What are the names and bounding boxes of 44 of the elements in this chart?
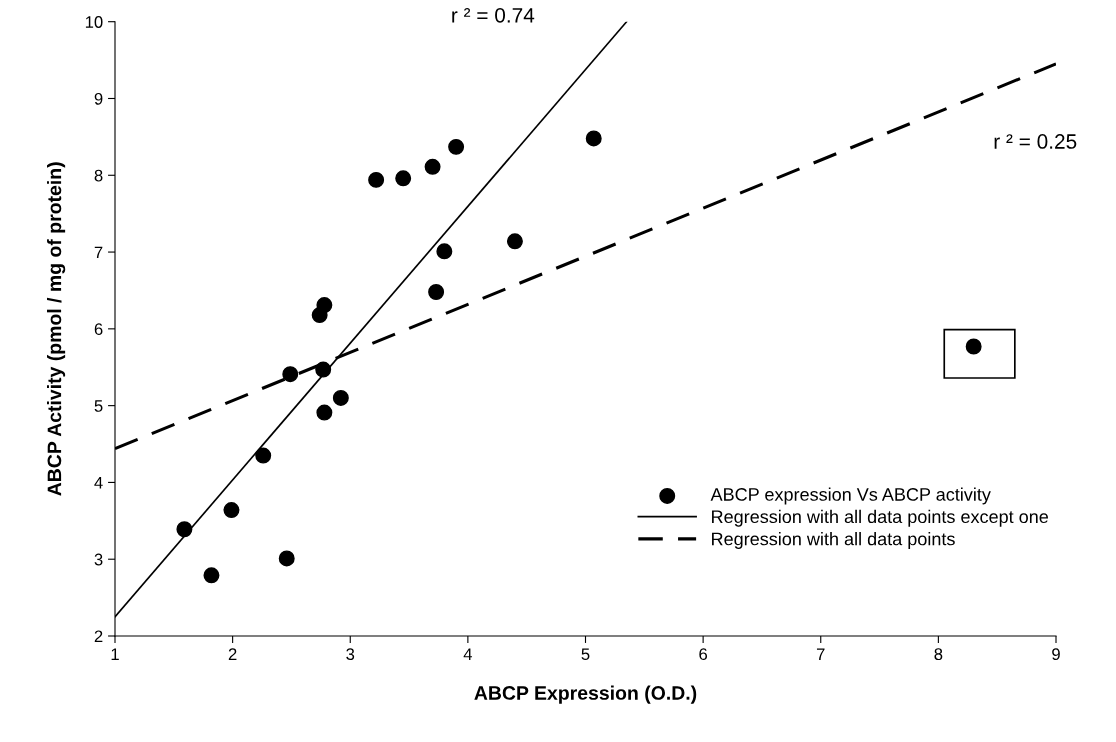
point	[395, 170, 412, 187]
point	[965, 338, 982, 355]
legend-label: ABCP expression Vs ABCP activity	[710, 487, 991, 505]
point	[278, 550, 295, 567]
y-tick-label: 5	[94, 400, 103, 412]
point	[436, 243, 453, 260]
point	[424, 158, 441, 175]
x-tick-label: 7	[816, 648, 825, 660]
y-tick-label: 4	[94, 477, 103, 489]
x-tick-label: 2	[228, 648, 237, 660]
point	[176, 521, 193, 538]
x-tick-label: 9	[1052, 648, 1060, 661]
y-tick-label: 2	[94, 630, 103, 643]
x-axis-title: ABCP Expression (O.D.)	[474, 685, 697, 704]
point	[332, 389, 349, 406]
point	[316, 404, 333, 421]
point	[282, 366, 299, 383]
x-tick-label: 8	[934, 648, 943, 661]
point	[223, 502, 240, 519]
x-tick-label: 4	[463, 648, 473, 660]
point	[506, 233, 523, 250]
point	[368, 171, 385, 188]
point	[255, 447, 272, 464]
y-tick-label: 7	[94, 246, 103, 259]
y-tick-label: 10	[85, 16, 103, 28]
y-tick-label: 3	[94, 553, 103, 566]
y-tick-label: 8	[94, 169, 103, 182]
point	[203, 567, 220, 584]
annotation: r ² = 0.25	[994, 134, 1077, 149]
point	[315, 361, 332, 378]
y-axis-title: ABCP Activity (pmol / mg of protein)	[47, 162, 66, 496]
point	[585, 130, 602, 147]
annotation: r ² = 0.74	[452, 7, 535, 23]
x-tick-label: 6	[699, 648, 708, 661]
y-tick-label: 9	[94, 92, 103, 105]
legend-label: Regression with all data points except one	[712, 509, 1048, 527]
x-tick-label: 5	[581, 648, 590, 661]
y-tick-label: 6	[94, 323, 103, 336]
legend-label: Regression with all data points	[712, 532, 955, 549]
point	[316, 297, 333, 314]
point	[448, 138, 465, 155]
x-tick-label: 3	[346, 648, 355, 661]
point	[428, 284, 445, 300]
x-tick-label: 1	[111, 648, 119, 660]
